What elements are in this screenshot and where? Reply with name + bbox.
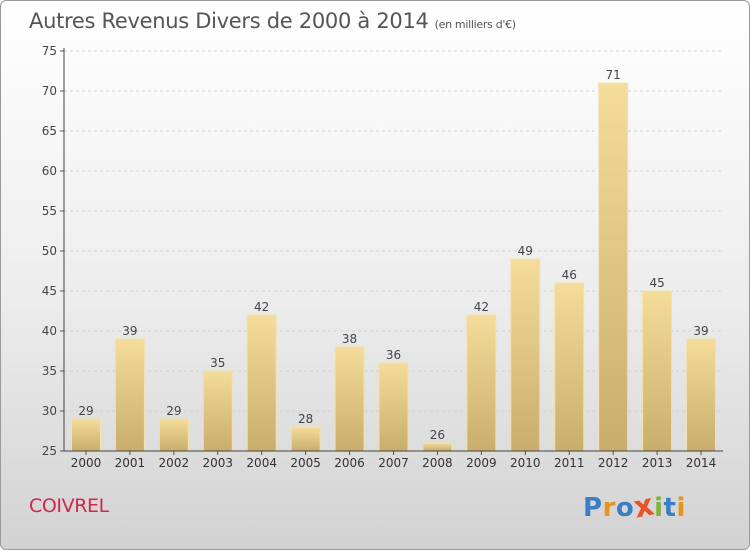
y-tick-label: 25 (42, 444, 57, 458)
y-tick-label: 30 (42, 404, 57, 418)
logo-letter: t (663, 493, 677, 523)
bar-value-label: 71 (606, 68, 621, 82)
logo-letter: P (583, 493, 603, 523)
x-tick-label: 2004 (246, 456, 277, 470)
bar-value-label: 39 (122, 324, 137, 338)
logo-letter: o (615, 493, 635, 523)
logo-letter: r (602, 493, 616, 523)
bar (598, 82, 629, 452)
chart-subtitle: (en milliers d'€) (434, 18, 516, 31)
x-tick-label: 2007 (378, 456, 409, 470)
y-tick-label: 70 (42, 84, 57, 98)
bar-value-label: 46 (562, 268, 577, 282)
x-tick-label: 2013 (642, 456, 673, 470)
y-tick-label: 45 (42, 284, 57, 298)
bar-value-label: 29 (78, 404, 93, 418)
bar-value-label: 49 (518, 244, 533, 258)
chart-title-text: Autres Revenus Divers de 2000 à 2014 (29, 9, 429, 33)
bar (158, 418, 189, 452)
x-tick-label: 2002 (159, 456, 190, 470)
y-tick-label: 40 (42, 324, 57, 338)
bar-value-label: 35 (210, 356, 225, 370)
bar (290, 426, 321, 452)
bar (246, 314, 277, 452)
logo-letter: i (654, 493, 664, 523)
bar-value-label: 29 (166, 404, 181, 418)
logo-letter: i (676, 493, 686, 523)
y-tick-label: 75 (42, 44, 57, 58)
y-tick-label: 60 (42, 164, 57, 178)
y-tick-label: 35 (42, 364, 57, 378)
bar-value-label: 36 (386, 348, 401, 362)
bar (114, 338, 145, 452)
x-tick-label: 2011 (554, 456, 585, 470)
bar-value-label: 28 (298, 412, 313, 426)
bar-value-label: 38 (342, 332, 357, 346)
x-tick-label: 2006 (334, 456, 365, 470)
y-tick-label: 55 (42, 204, 57, 218)
proxiti-logo: Proxiti (583, 487, 686, 525)
bar-value-label: 42 (474, 300, 489, 314)
x-tick-label: 2014 (686, 456, 717, 470)
bar (466, 314, 497, 452)
commune-name: COIVREL (29, 495, 109, 517)
bar (70, 418, 101, 452)
bar (202, 370, 233, 452)
bar-value-label: 26 (430, 428, 445, 442)
bar (422, 442, 453, 452)
x-tick-label: 2009 (466, 456, 497, 470)
y-tick-label: 65 (42, 124, 57, 138)
x-tick-label: 2012 (598, 456, 629, 470)
x-tick-label: 2001 (115, 456, 146, 470)
bar (510, 258, 541, 452)
bar-value-label: 42 (254, 300, 269, 314)
bar (686, 338, 717, 452)
bar-value-label: 45 (649, 276, 664, 290)
bar (642, 290, 673, 452)
bar-value-label: 39 (693, 324, 708, 338)
x-tick-label: 2010 (510, 456, 541, 470)
x-tick-label: 2000 (71, 456, 102, 470)
bar (378, 362, 409, 452)
chart-title: Autres Revenus Divers de 2000 à 2014 (en … (29, 9, 516, 33)
x-tick-label: 2003 (202, 456, 233, 470)
bar (554, 282, 585, 452)
y-tick-label: 50 (42, 244, 57, 258)
x-tick-label: 2008 (422, 456, 453, 470)
x-tick-label: 2005 (290, 456, 321, 470)
bar (334, 346, 365, 452)
